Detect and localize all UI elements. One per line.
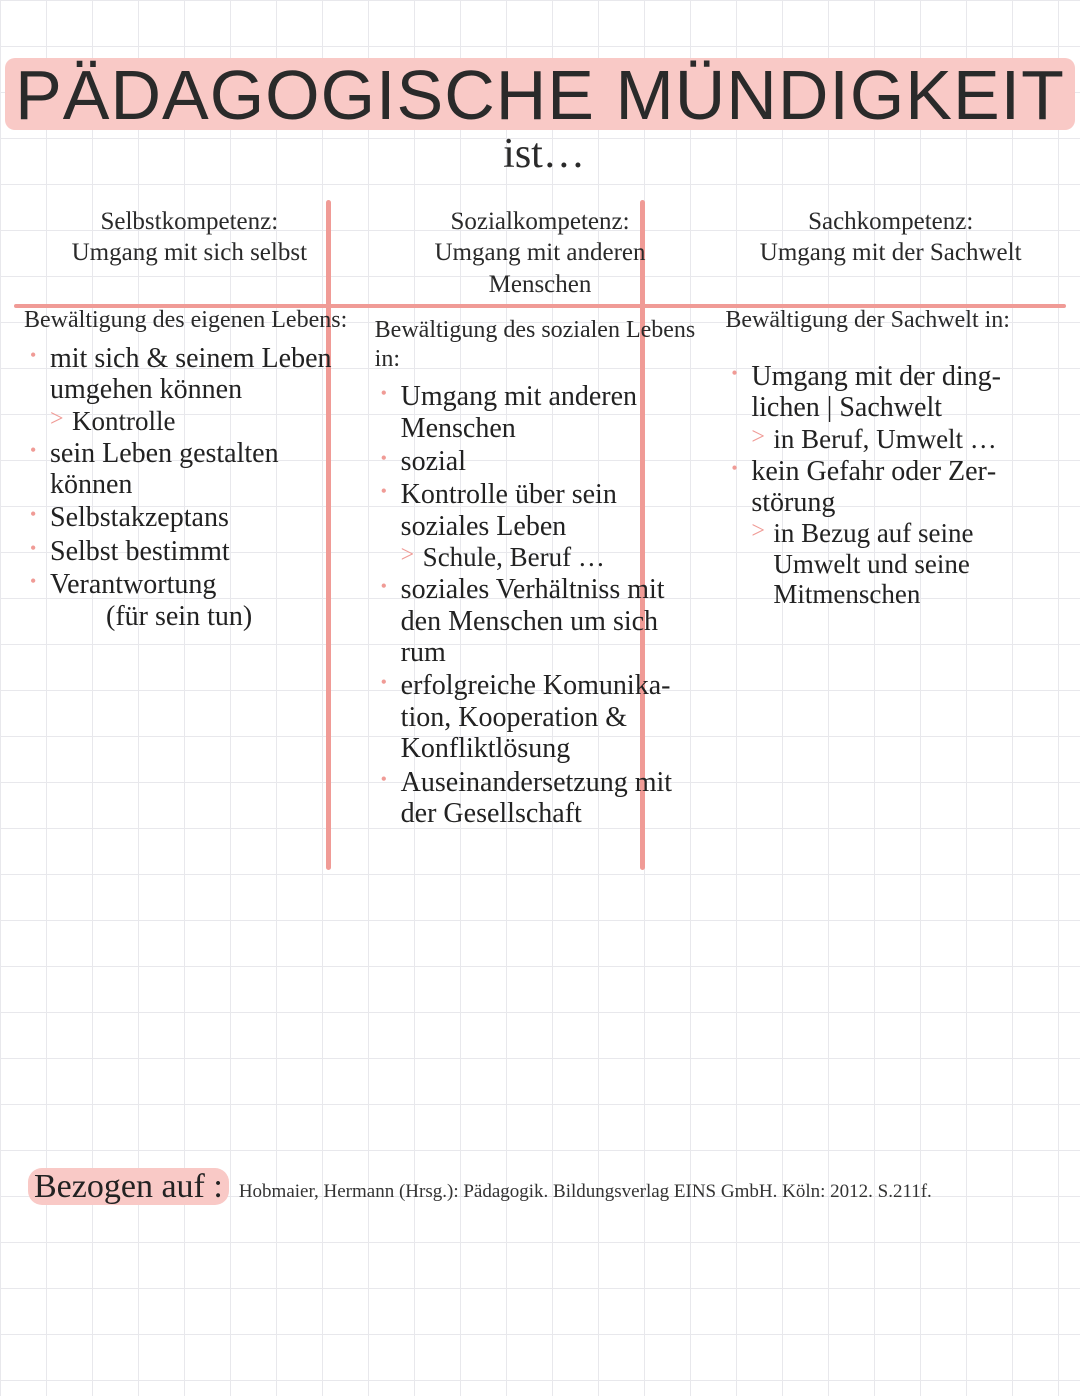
column-subheader: Bewältigung der Sachwelt in: <box>715 300 1066 337</box>
list-item: Umgang mit der ding­lichen | Sachwelt in… <box>751 361 1058 454</box>
notes-list: Umgang mit anderen Menschen sozial Kontr… <box>365 375 716 829</box>
item-text: sein Leben gestalten können <box>50 438 279 500</box>
page: PÄDAGOGISCHE MÜNDIGKEIT ist… Selbstkompe… <box>0 0 1080 1396</box>
item-text: Selbst bestimmt <box>50 536 230 567</box>
title-suffix: ist… <box>503 130 585 178</box>
column-header: Sozialkompetenz: Umgang mit anderen Mens… <box>365 200 716 310</box>
item-text: Selbstakzeptans <box>50 502 229 533</box>
list-item: Verantwortung (für sein tun) <box>50 569 357 632</box>
column-sachkompetenz: Sachkompetenz: Umgang mit der Sachwelt B… <box>715 200 1066 831</box>
list-item: soziales Verhältniss mit den Menschen um… <box>401 574 708 668</box>
item-text: sozial <box>401 446 466 477</box>
item-text: mit sich & seinem Leben umgehen können <box>50 343 332 405</box>
column-header: Selbstkompetenz: Umgang mit sich selbst <box>14 200 365 300</box>
title-main: PÄDAGOGISCHE MÜNDIGKEIT <box>5 58 1075 130</box>
competence-table: Selbstkompetenz: Umgang mit sich selbst … <box>14 200 1066 831</box>
item-text: erfolgreiche Komunika­tion, Kooperation … <box>401 670 671 764</box>
list-item: kein Gefahr oder Zer­störung in Bezug au… <box>751 456 1058 609</box>
list-item: Umgang mit anderen Menschen <box>401 381 708 444</box>
reference-label: Bezogen auf : <box>28 1168 229 1205</box>
list-item: Kontrolle über sein soziales Leben Schul… <box>401 479 708 572</box>
item-text: Kontrolle über sein soziales Leben <box>401 479 617 541</box>
column-sozialkompetenz: Sozialkompetenz: Umgang mit anderen Mens… <box>365 200 716 831</box>
list-item: Auseinandersetzung mit der Gesellschaft <box>401 767 708 830</box>
item-subnote: Schule, Beruf … <box>401 542 708 572</box>
item-subnote: Kontrolle <box>50 406 357 436</box>
item-subnote: in Bezug auf seine Umwelt und seine Mitm… <box>751 518 1058 609</box>
item-text: Verantwortung (für sein tun) <box>50 569 252 631</box>
item-text: Umgang mit der ding­lichen | Sachwelt <box>751 361 1001 423</box>
column-subheader: Bewältigung des eigenen Lebens: <box>14 300 365 337</box>
list-item: Selbstakzeptans <box>50 502 357 533</box>
item-text: kein Gefahr oder Zer­störung <box>751 456 996 518</box>
list-item: sein Leben gestalten können <box>50 438 357 501</box>
item-subnote: in Beruf, Umwelt … <box>751 424 1058 454</box>
item-text: Umgang mit anderen Menschen <box>401 381 637 443</box>
list-item: erfolgreiche Komunika­tion, Kooperation … <box>401 670 708 764</box>
list-item: sozial <box>401 446 708 477</box>
reference-text: Hobmaier, Hermann (Hrsg.): Pädagogik. Bi… <box>239 1181 932 1202</box>
title: PÄDAGOGISCHE MÜNDIGKEIT ist… <box>0 58 1080 180</box>
list-item: Selbst bestimmt <box>50 536 357 567</box>
list-item: mit sich & seinem Leben umgehen können K… <box>50 343 357 436</box>
column-selbstkompetenz: Selbstkompetenz: Umgang mit sich selbst … <box>14 200 365 831</box>
item-text: Auseinandersetzung mit der Gesellschaft <box>401 767 672 829</box>
notes-list: mit sich & seinem Leben umgehen können K… <box>14 337 365 632</box>
column-subheader: Bewältigung des sozialen Lebens in: <box>365 310 716 376</box>
reference: Bezogen auf : Hobmaier, Hermann (Hrsg.):… <box>28 1168 1040 1206</box>
column-header: Sachkompetenz: Umgang mit der Sachwelt <box>715 200 1066 300</box>
item-text: soziales Verhältniss mit den Menschen um… <box>401 574 665 668</box>
notes-list: Umgang mit der ding­lichen | Sachwelt in… <box>715 355 1066 609</box>
